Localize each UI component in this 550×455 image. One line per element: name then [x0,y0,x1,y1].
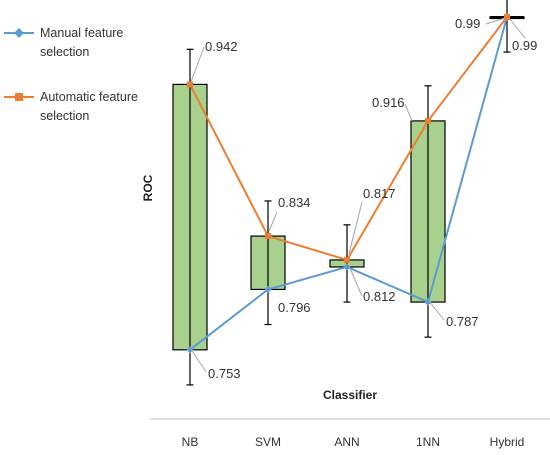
leader-line-8 [485,17,506,25]
data-label-0: 0.942 [205,39,238,54]
legend-manual-label-1: Manual feature [40,26,123,40]
leader-line-1 [190,348,207,373]
legend-automatic-marker [15,93,23,101]
leader-line-7 [428,300,445,321]
marker-automatic-hybrid [504,14,510,20]
data-label-4: 0.817 [363,186,396,201]
data-label-8: 0.99 [455,16,480,31]
data-label-3: 0.796 [278,300,311,315]
x-tick-label-nb: NB [182,435,199,449]
x-tick-label-1nn: 1NN [416,435,440,449]
legend-automatic-label-1: Automatic feature [40,90,138,104]
leader-line-0 [190,46,205,83]
series-lines-layer [186,13,511,354]
x-tick-label-ann: ANN [334,435,359,449]
leader-line-5 [348,265,363,297]
leader-line-9 [508,17,526,39]
marker-automatic-nb [187,81,193,88]
data-labels-layer: 0.942 0.753 0.834 0.796 0.817 0.812 0.916 0.787… [205,16,537,381]
data-label-9: 0.99 [512,38,537,53]
legend-manual-marker [14,28,24,38]
x-tick-labels-layer: NB SVM ANN 1NN Hybrid [182,435,525,449]
marker-manual-1nn [424,298,432,306]
data-label-2: 0.834 [278,195,311,210]
legend-manual-label-2: selection [40,45,89,59]
leader-line-2 [268,211,278,232]
series-line-automatic [189,16,508,261]
legend-automatic-label-2: selection [40,109,89,123]
legend-item-automatic: Automatic feature selection [4,90,138,123]
marker-automatic-ann [344,256,350,263]
legend-item-manual: Manual feature selection [4,26,123,59]
leader-line-4 [348,201,363,255]
data-label-5: 0.812 [363,289,396,304]
x-tick-label-hybrid: Hybrid [490,435,525,449]
boxes-layer [172,16,525,351]
x-axis-title: Classifier [323,388,377,402]
marker-manual-svm [264,285,272,293]
marker-automatic-svm [265,233,271,240]
data-label-6: 0.916 [372,95,405,110]
x-tick-label-svm: SVM [255,435,281,449]
marker-automatic-1nn [425,117,431,124]
data-label-1: 0.753 [208,366,241,381]
y-axis-title: ROC [141,174,155,201]
leader-lines-layer [190,17,526,373]
series-line-manual [189,16,508,351]
data-label-7: 0.787 [446,314,479,329]
legend: Manual feature selection Automatic featu… [4,26,138,123]
marker-manual-nb [186,346,194,354]
leader-line-6 [404,103,413,122]
marker-manual-ann [343,263,351,271]
